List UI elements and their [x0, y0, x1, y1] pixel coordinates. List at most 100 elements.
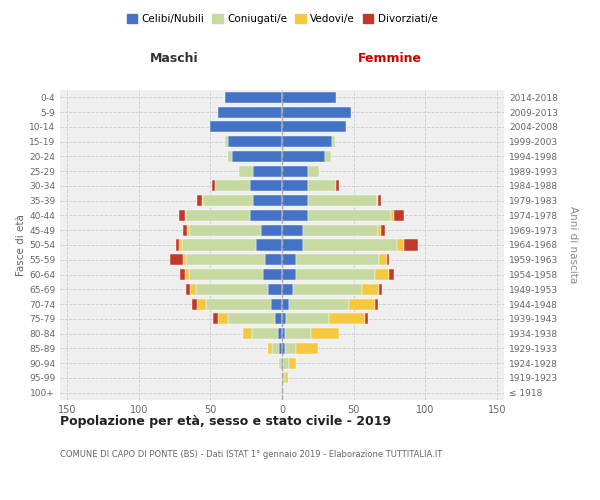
Bar	[182, 240, 256, 250]
Bar	[282, 136, 332, 147]
Bar	[381, 224, 385, 236]
Bar	[378, 224, 381, 236]
Bar	[268, 343, 272, 354]
Bar	[282, 240, 304, 250]
Bar	[282, 210, 308, 221]
Bar	[197, 298, 206, 310]
Bar	[218, 106, 282, 118]
Bar	[183, 254, 186, 266]
Bar	[282, 298, 289, 310]
Bar	[377, 195, 378, 206]
Bar	[329, 314, 365, 324]
Bar	[244, 328, 252, 339]
Bar	[282, 254, 296, 266]
Bar	[196, 284, 268, 295]
Bar	[282, 372, 285, 384]
Bar	[192, 298, 197, 310]
Bar	[189, 269, 263, 280]
Bar	[362, 284, 379, 295]
Bar	[304, 240, 397, 250]
Bar	[282, 343, 285, 354]
Bar	[215, 180, 250, 192]
Bar	[289, 298, 349, 310]
Bar	[275, 314, 282, 324]
Y-axis label: Anni di nascita: Anni di nascita	[568, 206, 578, 284]
Bar	[253, 166, 282, 176]
Bar	[211, 122, 282, 132]
Bar	[308, 195, 377, 206]
Bar	[185, 269, 189, 280]
Bar	[308, 180, 337, 192]
Bar	[282, 166, 308, 176]
Text: Femmine: Femmine	[358, 52, 421, 65]
Bar	[218, 314, 227, 324]
Bar	[252, 328, 278, 339]
Bar	[304, 224, 378, 236]
Bar	[170, 254, 183, 266]
Bar	[282, 106, 351, 118]
Bar	[394, 210, 404, 221]
Bar	[397, 240, 404, 250]
Bar	[365, 314, 368, 324]
Bar	[278, 328, 282, 339]
Bar	[282, 284, 293, 295]
Bar	[202, 195, 203, 206]
Bar	[190, 284, 196, 295]
Bar	[206, 298, 271, 310]
Bar	[225, 92, 282, 103]
Bar	[185, 210, 186, 221]
Bar	[286, 314, 329, 324]
Bar	[187, 224, 189, 236]
Bar	[183, 224, 187, 236]
Bar	[279, 358, 281, 368]
Bar	[239, 166, 253, 176]
Bar	[212, 180, 215, 192]
Bar	[263, 269, 282, 280]
Bar	[189, 224, 260, 236]
Bar	[386, 254, 389, 266]
Bar	[289, 358, 296, 368]
Bar	[391, 210, 394, 221]
Bar	[375, 298, 378, 310]
Text: COMUNE DI CAPO DI PONTE (BS) - Dati ISTAT 1° gennaio 2019 - Elaborazione TUTTITA: COMUNE DI CAPO DI PONTE (BS) - Dati ISTA…	[60, 450, 442, 459]
Bar	[296, 343, 318, 354]
Bar	[293, 284, 362, 295]
Bar	[282, 180, 308, 192]
Bar	[268, 284, 282, 295]
Bar	[325, 151, 331, 162]
Bar	[186, 284, 190, 295]
Bar	[296, 269, 375, 280]
Bar	[232, 151, 282, 162]
Bar	[186, 210, 250, 221]
Bar	[260, 224, 282, 236]
Bar	[179, 210, 185, 221]
Bar	[279, 343, 282, 354]
Bar	[181, 269, 185, 280]
Bar	[282, 195, 308, 206]
Bar	[250, 180, 282, 192]
Bar	[404, 240, 418, 250]
Bar	[285, 372, 288, 384]
Text: Maschi: Maschi	[150, 52, 199, 65]
Bar	[311, 328, 339, 339]
Bar	[282, 122, 346, 132]
Bar	[227, 136, 282, 147]
Bar	[332, 136, 335, 147]
Bar	[296, 254, 379, 266]
Bar	[285, 343, 296, 354]
Bar	[378, 195, 381, 206]
Bar	[282, 358, 283, 368]
Bar	[379, 284, 382, 295]
Bar	[337, 180, 339, 192]
Legend: Celibi/Nubili, Coniugati/e, Vedovi/e, Divorziati/e: Celibi/Nubili, Coniugati/e, Vedovi/e, Di…	[122, 10, 442, 29]
Bar	[176, 240, 179, 250]
Bar	[349, 298, 375, 310]
Bar	[379, 254, 386, 266]
Bar	[227, 151, 232, 162]
Bar	[250, 210, 282, 221]
Bar	[265, 254, 282, 266]
Text: Popolazione per età, sesso e stato civile - 2019: Popolazione per età, sesso e stato civil…	[60, 415, 391, 428]
Bar	[282, 92, 337, 103]
Bar	[272, 343, 279, 354]
Bar	[213, 314, 218, 324]
